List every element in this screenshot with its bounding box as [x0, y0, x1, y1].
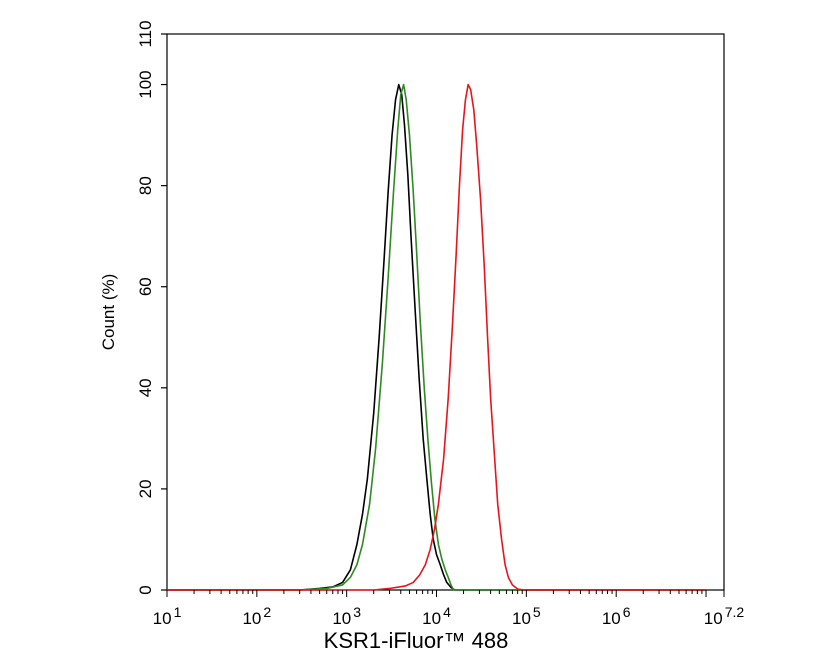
x-tick-label: 10 4 [422, 604, 451, 628]
x-tick-base: 10 [704, 609, 723, 628]
x-axis-label: KSR1-iFluor™ 488 [324, 628, 509, 653]
x-tick-exponent: 1 [174, 604, 182, 620]
y-tick-label: 0 [136, 585, 155, 594]
series-line-1 [167, 83, 707, 591]
y-tick-label: 80 [136, 176, 155, 195]
series-line-3 [167, 83, 707, 591]
x-tick-label: 10 6 [602, 604, 631, 628]
x-tick-exponent: 6 [623, 604, 631, 620]
x-tick-base: 10 [602, 609, 621, 628]
y-axis: 0 20 40 60 80 100 110 [136, 20, 167, 595]
y-axis-label: Count (%) [99, 274, 118, 351]
x-tick-base: 10 [242, 609, 261, 628]
x-tick-exponent: 4 [443, 604, 451, 620]
y-tick-label: 110 [136, 20, 155, 47]
x-tick-exponent: 7.2 [725, 604, 745, 620]
x-tick-label: 10 2 [242, 604, 271, 628]
x-axis: 10 1 10 2 10 3 10 4 10 5 10 6 10 7.2 [153, 590, 745, 628]
series-layer [167, 83, 707, 591]
x-tick-base: 10 [332, 609, 351, 628]
x-tick-label: 10 7.2 [704, 604, 745, 628]
x-tick-base: 10 [153, 609, 172, 628]
y-tick-label: 40 [136, 378, 155, 397]
x-tick-exponent: 2 [263, 604, 271, 620]
x-tick-exponent: 3 [353, 604, 361, 620]
x-tick-base: 10 [422, 609, 441, 628]
x-tick-label: 10 3 [332, 604, 361, 628]
series-line-2 [167, 83, 707, 591]
plot-frame [166, 33, 725, 591]
y-tick-label: 100 [136, 70, 155, 98]
y-tick-label: 60 [136, 277, 155, 296]
x-tick-exponent: 5 [533, 604, 541, 620]
x-tick-label: 10 5 [512, 604, 541, 628]
x-tick-base: 10 [512, 609, 531, 628]
y-tick-label: 20 [136, 479, 155, 498]
x-tick-label: 10 1 [153, 604, 182, 628]
